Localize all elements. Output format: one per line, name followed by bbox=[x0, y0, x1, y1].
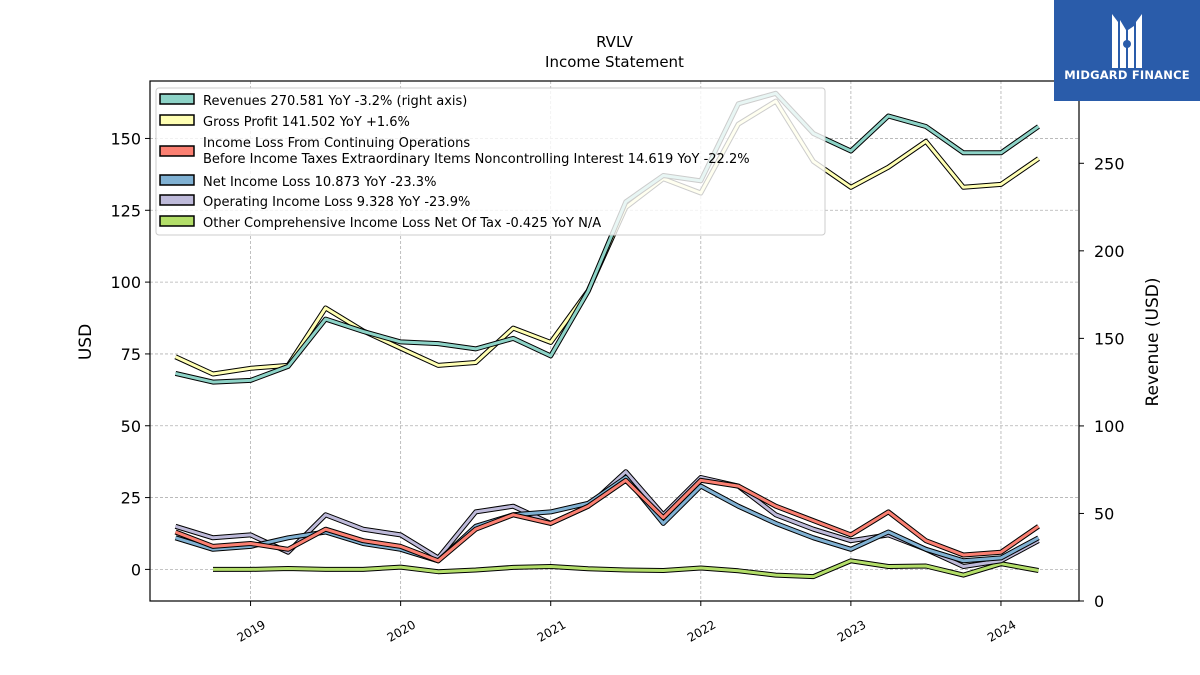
legend-label: Operating Income Loss 9.328 YoY -23.9% bbox=[203, 195, 470, 210]
y-tick-label-right: 0 bbox=[1094, 592, 1104, 611]
y-tick-label-right: 100 bbox=[1094, 417, 1125, 436]
legend-label: Revenues 270.581 YoY -3.2% (right axis) bbox=[203, 94, 467, 109]
y-tick-label-left: 50 bbox=[121, 417, 141, 436]
brand-logo: MIDGARD FINANCE bbox=[1054, 0, 1200, 101]
series-line-fill bbox=[175, 91, 1040, 384]
legend-item: Operating Income Loss 9.328 YoY -23.9% bbox=[159, 194, 470, 210]
series-line-fill bbox=[174, 478, 1040, 563]
y-tick-label-right: 150 bbox=[1094, 329, 1125, 348]
y-tick-label-left: 100 bbox=[110, 273, 141, 292]
x-tick-label: 2020 bbox=[385, 617, 418, 644]
legend-swatch bbox=[159, 194, 195, 206]
legend: Revenues 270.581 YoY -3.2% (right axis) G… bbox=[155, 87, 826, 236]
x-tick-label: 2022 bbox=[685, 617, 718, 644]
chart-subtitle: Income Statement bbox=[545, 53, 684, 71]
legend-item: Income Loss From Continuing OperationsBe… bbox=[159, 136, 750, 167]
legend-label: Other Comprehensive Income Loss Net Of T… bbox=[203, 216, 601, 231]
x-tick-label: 2019 bbox=[235, 617, 268, 644]
y-tick-label-right: 200 bbox=[1094, 242, 1125, 261]
y-tick-label-left: 25 bbox=[121, 489, 141, 508]
series-line bbox=[174, 477, 1040, 564]
series-line-fill bbox=[213, 559, 1039, 579]
series-line bbox=[174, 475, 1040, 564]
plot-frame bbox=[149, 80, 1080, 602]
series-line bbox=[174, 469, 1040, 569]
y-axis-label-right: Revenue (USD) bbox=[1143, 277, 1163, 406]
legend-item: Other Comprehensive Income Loss Net Of T… bbox=[159, 215, 601, 231]
legend-swatch bbox=[159, 145, 195, 157]
series-line-outline bbox=[174, 469, 1040, 569]
y-tick-label-left: 125 bbox=[110, 201, 141, 220]
legend-swatch bbox=[159, 93, 195, 105]
brand-name: MIDGARD FINANCE bbox=[1064, 68, 1190, 82]
legend-swatch bbox=[159, 174, 195, 186]
chart-title: RVLV bbox=[596, 33, 634, 51]
legend-swatch bbox=[159, 215, 195, 227]
x-tick-label: 2023 bbox=[835, 617, 868, 644]
legend-item: Gross Profit 141.502 YoY +1.6% bbox=[159, 114, 410, 130]
legend-label: Net Income Loss 10.873 YoY -23.3% bbox=[203, 175, 436, 190]
legend-box bbox=[155, 87, 826, 236]
y-tick-label-right: 50 bbox=[1094, 504, 1114, 523]
legend-swatch bbox=[159, 114, 195, 126]
midgard-logo-icon bbox=[1112, 14, 1142, 68]
y-tick-label-left: 0 bbox=[131, 560, 141, 579]
y-tick-label-right: 250 bbox=[1094, 154, 1125, 173]
series-lines bbox=[174, 90, 1040, 580]
legend-label: Before Income Taxes Extraordinary Items … bbox=[203, 152, 750, 167]
series-line bbox=[213, 558, 1039, 580]
legend-item: Revenues 270.581 YoY -3.2% (right axis) bbox=[159, 93, 467, 109]
series-line-fill bbox=[175, 476, 1040, 563]
x-tick-label: 2021 bbox=[535, 617, 568, 644]
y-tick-label-left: 150 bbox=[110, 129, 141, 148]
legend-label: Income Loss From Continuing Operations bbox=[203, 136, 470, 151]
y-axis-label-left: USD bbox=[76, 324, 96, 360]
legend-item: Net Income Loss 10.873 YoY -23.3% bbox=[159, 174, 436, 190]
x-tick-label: 2024 bbox=[985, 617, 1018, 644]
legend-label: Gross Profit 141.502 YoY +1.6% bbox=[203, 115, 410, 130]
series-line bbox=[174, 90, 1040, 385]
y-tick-label-left: 75 bbox=[121, 345, 141, 364]
